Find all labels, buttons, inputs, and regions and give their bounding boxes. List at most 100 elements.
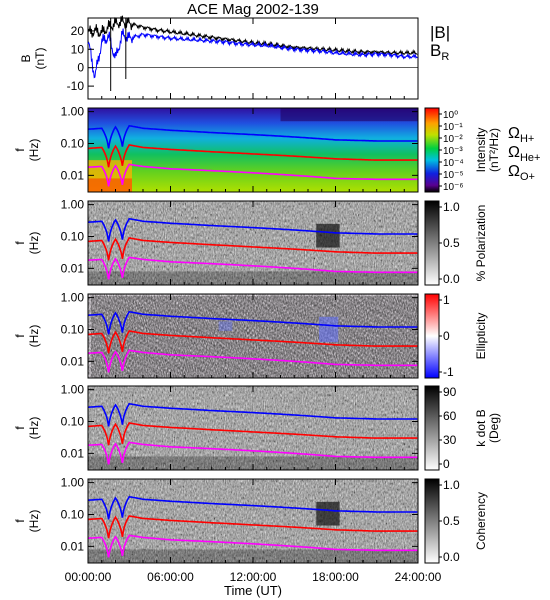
y-axis-label: f bbox=[13, 148, 27, 152]
spectrum-background bbox=[88, 108, 418, 192]
colorbar-unit: (Deg) bbox=[487, 413, 501, 443]
gyrofrequency-legend: ΩH+ΩHe+ΩO+ bbox=[508, 125, 540, 183]
y-tick-label: 0.01 bbox=[61, 168, 85, 182]
colorbar-tick-label: 0.5 bbox=[443, 514, 460, 528]
y-tick-label: 1.00 bbox=[61, 105, 85, 119]
ellipticity-block bbox=[319, 316, 339, 343]
y-axis-label: f bbox=[13, 334, 27, 338]
colorbar-label: Coherency bbox=[474, 492, 488, 550]
colorbar-tick-label: 0 bbox=[443, 457, 450, 471]
colorbar-tick-label: 60 bbox=[443, 409, 457, 423]
y-axis-label: f bbox=[13, 519, 27, 523]
y-axis-label: B bbox=[19, 54, 33, 62]
coherent-block bbox=[316, 223, 340, 248]
gyrofrequency-line-h bbox=[88, 495, 418, 520]
y-tick-label: 0 bbox=[77, 61, 84, 75]
colorbar-label: Ellipticity bbox=[474, 313, 488, 360]
gyrofrequency-line-o bbox=[88, 256, 418, 280]
colorbar bbox=[424, 200, 440, 286]
b-field-panel: -10 0 10 20 B (nT) bbox=[19, 15, 419, 100]
colorbar-tick-label: 0 bbox=[443, 329, 450, 343]
y-axis-unit: (Hz) bbox=[27, 325, 41, 348]
colorbar-label: Intensity bbox=[474, 128, 488, 173]
spectrogram-image bbox=[88, 479, 418, 563]
x-tick-label: 06:00:00 bbox=[147, 570, 194, 584]
power-spectrum-panel: 1.00 0.10 0.01 f (Hz) 10⁰10⁻¹10⁻²10⁻³10⁻⁴10⁻⁵… bbox=[13, 105, 501, 193]
colorbar bbox=[424, 385, 440, 471]
gyrofrequency-line-o bbox=[88, 534, 418, 558]
figure-title: ACE Mag 2002-139 bbox=[187, 1, 319, 18]
y-tick-label: 0.10 bbox=[61, 414, 85, 428]
gyrofrequency-line-o bbox=[88, 163, 418, 187]
y-tick-label: 0.10 bbox=[61, 322, 85, 336]
gyrofrequency-line-o bbox=[88, 441, 418, 465]
y-tick-label: 0.10 bbox=[61, 507, 85, 521]
legend-omega-o: ΩO+ bbox=[508, 163, 535, 183]
colorbar-unit: (nT²/Hz) bbox=[487, 128, 501, 172]
gyrofrequency-line-he bbox=[88, 329, 418, 354]
x-tick-label: 18:00:00 bbox=[312, 570, 359, 584]
y-axis-unit: (Hz) bbox=[27, 139, 41, 162]
coherent-block bbox=[316, 501, 340, 526]
colorbar-tick-label: -1 bbox=[443, 365, 454, 379]
colorbar-tick-label: 1.0 bbox=[443, 200, 460, 214]
colorbar-tick-label: 10⁰ bbox=[443, 110, 458, 121]
y-tick-label: 1.00 bbox=[61, 383, 85, 397]
gyrofrequency-line-h bbox=[88, 402, 418, 427]
y-tick-label: 0.01 bbox=[61, 261, 85, 275]
gray-noise bbox=[88, 479, 418, 563]
gyrofrequency-line-o bbox=[88, 349, 418, 373]
blue-noise bbox=[91, 296, 418, 378]
b-total-legend: |B| bbox=[430, 23, 450, 42]
y-axis-unit: (nT) bbox=[33, 48, 47, 70]
y-axis-unit: (Hz) bbox=[27, 510, 41, 533]
colorbar-tick-label: 1.0 bbox=[443, 478, 460, 492]
gyrofrequency-line-h bbox=[88, 217, 418, 242]
colorbar-tick-label: 1 bbox=[443, 293, 450, 307]
ellipticity-block bbox=[218, 321, 233, 331]
gyrofrequency-line-he bbox=[88, 143, 418, 168]
y-tick-label: 0.01 bbox=[61, 446, 85, 460]
x-tick-label: 24:00:00 bbox=[395, 570, 442, 584]
b-series-radial bbox=[87, 28, 418, 79]
colorbar-tick-label: 0.0 bbox=[443, 272, 460, 286]
y-axis-unit: (Hz) bbox=[27, 232, 41, 255]
y-tick-label: 1.00 bbox=[61, 198, 85, 212]
y-tick-label: -10 bbox=[67, 79, 85, 93]
gray-noise bbox=[88, 386, 418, 470]
colorbar-label: k dot B bbox=[474, 409, 488, 446]
colorbar-tick-label: 90 bbox=[443, 385, 457, 399]
y-tick-label: 0.10 bbox=[61, 229, 85, 243]
colorbar bbox=[424, 107, 440, 193]
coherency-panel: 1.00 0.10 0.01 f (Hz) 1.0 0.5 0.0 Coherency bbox=[13, 476, 488, 564]
b-plot-frame bbox=[87, 17, 419, 100]
y-tick-label: 10 bbox=[71, 42, 85, 56]
colorbar-tick-label: 10⁻⁵ bbox=[443, 170, 464, 181]
x-tick-label: 12:00:00 bbox=[230, 570, 277, 584]
y-axis-label: f bbox=[13, 426, 27, 430]
colorbar-tick-label: 10⁻⁴ bbox=[443, 158, 464, 169]
colorbar-tick-label: 10⁻⁶ bbox=[443, 182, 464, 193]
ellipticity-panel: 1.00 0.10 0.01 f (Hz) 1 0 -1 Ellipticity bbox=[13, 291, 488, 379]
colorbar-tick-label: 0.0 bbox=[443, 550, 460, 564]
spectrogram-image bbox=[88, 108, 418, 192]
gyrofrequency-line-he bbox=[88, 236, 418, 261]
x-tick-label: 00:00:00 bbox=[65, 570, 112, 584]
polarization-panel: 1.00 0.10 0.01 f (Hz) 1.0 0.5 0.0 % Polarization bbox=[13, 198, 488, 286]
colorbar-tick-label: 10⁻³ bbox=[443, 146, 463, 157]
b-radial-legend: BR bbox=[430, 41, 449, 63]
colorbar-tick-label: 10⁻² bbox=[443, 134, 463, 145]
colorbar-tick-label: 30 bbox=[443, 433, 457, 447]
spectrogram-image bbox=[88, 201, 418, 285]
gyrofrequency-line-he bbox=[88, 514, 418, 539]
x-axis-label: Time (UT) bbox=[224, 583, 282, 598]
gray-noise bbox=[88, 201, 418, 285]
y-tick-label: 0.01 bbox=[61, 539, 85, 553]
y-tick-label: 0.10 bbox=[61, 136, 85, 150]
legend-omega-he: ΩHe+ bbox=[508, 144, 540, 164]
gyrofrequency-line-h bbox=[88, 310, 418, 335]
gyrofrequency-line-he bbox=[88, 421, 418, 446]
colorbar bbox=[424, 293, 440, 379]
y-tick-label: 20 bbox=[71, 24, 85, 38]
